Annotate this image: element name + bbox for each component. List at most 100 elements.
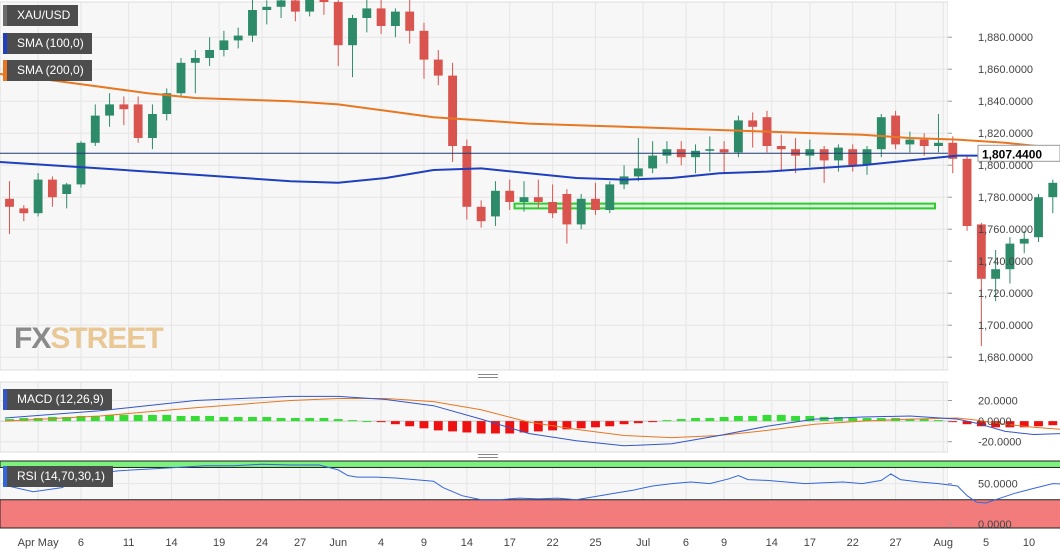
bearish-candle [548,202,558,214]
bearish-candle [748,120,758,127]
rsi-y-tick-label: 0.0000 [978,519,1012,531]
bullish-candle [305,0,315,12]
sma200-legend[interactable]: SMA (200,0) [3,60,92,81]
price-y-tick-label: 1,880.0000 [978,32,1033,44]
bullish-candle [190,58,200,63]
support-zone-rectangle [513,202,937,210]
macd-y-tick-label: -20.0000 [978,437,1021,449]
bullish-candle [176,62,186,94]
bullish-candle [862,149,872,166]
sma200-color-bar [3,60,7,81]
bearish-candle [290,0,300,12]
bearish-candle [119,104,129,110]
macd-negative-bar [976,421,986,427]
macd-positive-bar [762,414,772,422]
bearish-candle [462,146,472,207]
macd-positive-bar [248,417,257,422]
macd-positive-bar [862,418,872,422]
bullish-candle [262,6,272,10]
macd-negative-bar [405,421,415,427]
current-price-label: 1,807.4400 [982,147,1042,161]
macd-negative-bar [1019,421,1029,428]
macd-legend[interactable]: MACD (12,26,9) [3,389,112,410]
price-y-tick-label: 1,700.0000 [978,320,1033,332]
bearish-candle [405,11,415,31]
sma100-legend[interactable]: SMA (100,0) [3,33,92,54]
fxstreet-watermark: FXSTREET [14,322,164,356]
bullish-candle [148,114,157,138]
macd-positive-bar [662,420,672,422]
macd-positive-bar [290,418,300,422]
bearish-candle [976,224,986,279]
price-y-tick-label: 1,780.0000 [978,192,1033,204]
bullish-candle [1034,197,1043,238]
macd-negative-bar [562,421,572,430]
macd-negative-bar [476,421,486,434]
macd-negative-bar [1048,421,1058,426]
macd-line [4,395,1060,447]
bearish-candle [419,30,429,60]
x-tick-label: Aug [933,537,953,549]
bearish-candle [19,208,29,214]
x-tick-label: 24 [256,537,268,549]
macd-y-tick-label: 0.0000 [978,416,1012,428]
bearish-candle [948,142,958,159]
macd-negative-bar [962,421,972,425]
macd-positive-bar [319,418,329,422]
macd-positive-bar [705,418,715,422]
price-panel: 1,807.4400 [0,0,1060,346]
bullish-candle [905,139,915,145]
bullish-candle [691,150,700,158]
x-tick-label: 22 [847,537,859,549]
macd-legend-text: MACD (12,26,9) [17,392,104,406]
price-y-tick-label: 1,860.0000 [978,64,1033,76]
bullish-candle [991,269,1001,279]
macd-positive-bar [233,417,243,422]
rsi-legend-text: RSI (14,70,30,1) [17,469,106,483]
macd-negative-bar [376,421,386,423]
bullish-candle [233,35,243,41]
macd-positive-bar [62,417,72,422]
macd-negative-bar [633,421,643,424]
bullish-candle [362,8,372,18]
macd-negative-bar [619,421,629,425]
bearish-candle [591,198,600,210]
macd-positive-bar [19,418,29,422]
instrument-label[interactable]: XAU/USD [3,5,79,26]
bullish-candle [105,104,114,116]
macd-y-tick-label: 20.0000 [978,396,1018,408]
bullish-candle [205,50,215,58]
bearish-candle [476,206,486,222]
bearish-candle [319,0,329,3]
x-tick-label: 17 [804,537,816,549]
bullish-candle [276,0,286,7]
bearish-candle [776,146,786,150]
x-tick-label: 14 [461,537,473,549]
macd-positive-bar [162,414,172,422]
macd-negative-bar [648,421,658,423]
x-tick-label: 14 [165,537,177,549]
bearish-candle [719,149,729,153]
rsi-legend[interactable]: RSI (14,70,30,1) [3,466,114,487]
macd-negative-bar [591,421,600,428]
macd-positive-bar [348,420,357,422]
macd-positive-bar [90,415,100,422]
bullish-candle [605,184,615,210]
bullish-candle [876,117,886,150]
bullish-candle [805,149,815,156]
rsi-y-tick-label: 50.0000 [978,479,1018,491]
bullish-candle [491,190,500,217]
bearish-candle [47,179,57,198]
macd-positive-bar [105,414,114,422]
macd-negative-bar [1005,421,1015,428]
price-y-tick-label: 1,680.0000 [978,352,1033,364]
macd-negative-bar [576,421,586,429]
macd-positive-bar [276,418,286,422]
macd-positive-bar [262,417,272,422]
macd-positive-bar [190,415,200,422]
watermark-fx: FX [14,322,51,355]
axis-labels: Apr May 6 11 14 19 24 27 Jun 4 9 14 17 22 25 Jul 6 9 14 17… [18,32,1035,549]
macd-positive-bar [148,414,157,422]
instrument-color-bar [3,5,7,26]
